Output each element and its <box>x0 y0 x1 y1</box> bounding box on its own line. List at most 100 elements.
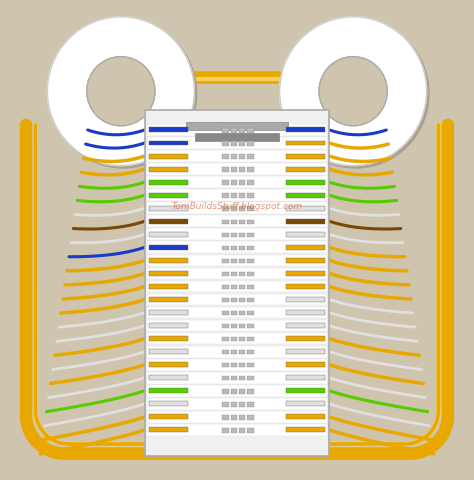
Bar <box>149 284 188 289</box>
Bar <box>286 258 325 263</box>
Bar <box>239 402 246 407</box>
Bar <box>239 232 246 237</box>
Bar <box>286 310 325 315</box>
Bar <box>222 128 228 132</box>
Bar <box>230 272 237 276</box>
Bar <box>239 180 246 185</box>
Bar <box>230 193 237 198</box>
Bar <box>239 389 246 394</box>
Bar <box>147 385 327 396</box>
Bar <box>147 424 327 436</box>
Bar <box>247 193 254 198</box>
Bar <box>230 141 237 146</box>
Bar <box>286 401 325 406</box>
Bar <box>247 154 254 159</box>
Bar <box>247 141 254 146</box>
Bar <box>147 254 327 266</box>
Bar <box>147 137 327 149</box>
Bar <box>230 232 237 237</box>
Bar <box>230 428 237 432</box>
Bar <box>149 388 188 393</box>
Bar <box>286 375 325 380</box>
Bar <box>222 180 228 185</box>
Text: TomBuildsStuff.blogspot.com: TomBuildsStuff.blogspot.com <box>172 202 302 211</box>
Bar <box>286 232 325 237</box>
Bar <box>147 281 327 292</box>
Bar <box>286 245 325 250</box>
Bar <box>222 415 228 420</box>
Bar <box>149 414 188 420</box>
Bar <box>230 402 237 407</box>
Bar <box>230 180 237 185</box>
Bar <box>147 163 327 175</box>
Bar <box>239 193 246 198</box>
Bar <box>149 362 188 367</box>
Bar <box>222 259 228 263</box>
Bar <box>230 219 237 224</box>
Bar <box>286 154 325 158</box>
Bar <box>247 168 254 172</box>
Bar <box>149 349 188 354</box>
Bar <box>222 311 228 315</box>
Bar <box>222 298 228 302</box>
Bar <box>149 167 188 171</box>
Bar <box>239 376 246 381</box>
Bar <box>147 203 327 214</box>
Bar <box>239 168 246 172</box>
Bar <box>149 206 188 211</box>
Bar <box>147 320 327 332</box>
Bar <box>149 401 188 406</box>
Bar <box>147 333 327 345</box>
Bar <box>286 271 325 276</box>
Bar <box>222 219 228 224</box>
Bar <box>149 375 188 380</box>
Bar <box>247 415 254 420</box>
Bar <box>239 259 246 263</box>
Bar <box>286 219 325 224</box>
Bar <box>147 216 327 227</box>
Bar <box>222 272 228 276</box>
Bar <box>147 372 327 384</box>
Bar <box>147 150 327 162</box>
Bar <box>149 192 188 198</box>
Bar <box>286 141 325 145</box>
Bar <box>222 168 228 172</box>
Bar <box>222 324 228 328</box>
Bar <box>230 415 237 420</box>
Bar <box>230 337 237 341</box>
Bar <box>230 363 237 367</box>
Bar <box>247 180 254 185</box>
Circle shape <box>319 57 387 126</box>
Bar <box>239 311 246 315</box>
Bar <box>222 285 228 289</box>
Bar <box>230 285 237 289</box>
Bar <box>230 350 237 354</box>
Bar <box>286 284 325 289</box>
Bar <box>239 337 246 341</box>
Bar <box>147 176 327 188</box>
Bar <box>239 154 246 159</box>
Bar <box>286 427 325 432</box>
Bar <box>286 192 325 198</box>
Bar <box>239 298 246 302</box>
Bar <box>286 128 325 132</box>
Bar <box>247 428 254 432</box>
Bar <box>239 219 246 224</box>
Bar <box>247 324 254 328</box>
Bar <box>222 363 228 367</box>
Bar <box>230 259 237 263</box>
Bar <box>247 232 254 237</box>
Bar <box>195 133 279 141</box>
Bar <box>222 206 228 211</box>
Bar <box>222 232 228 237</box>
Bar <box>149 258 188 263</box>
Bar <box>147 411 327 423</box>
Bar <box>230 128 237 132</box>
Bar <box>149 297 188 302</box>
Bar <box>230 206 237 211</box>
Bar <box>247 259 254 263</box>
Bar <box>149 310 188 315</box>
Bar <box>239 272 246 276</box>
Bar <box>286 349 325 354</box>
Bar <box>247 246 254 250</box>
